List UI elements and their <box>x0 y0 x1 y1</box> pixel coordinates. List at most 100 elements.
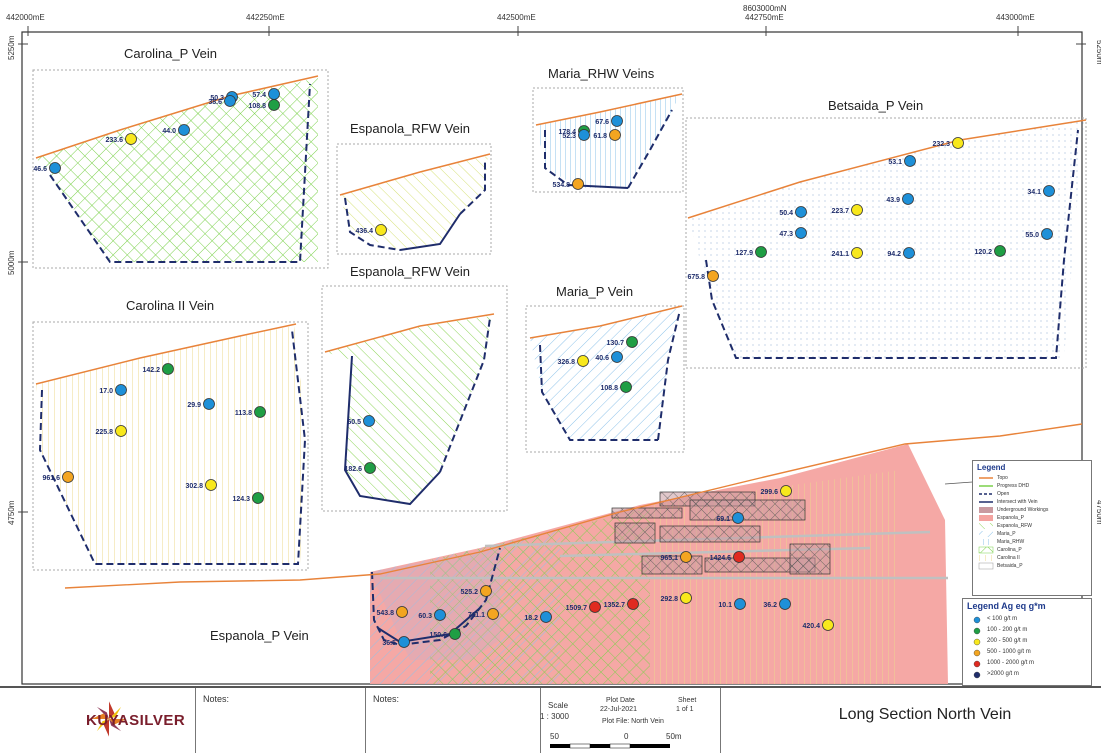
legend-item: Espanola_RFW <box>997 523 1033 529</box>
scale-label: Scale <box>548 701 569 710</box>
intercept-marker <box>952 137 964 149</box>
grade-legend-item: 500 - 1000 g/t m <box>987 649 1031 655</box>
sheet-label: Sheet <box>678 697 697 704</box>
intercept-marker <box>733 551 745 563</box>
northing-label: 8603000mN <box>743 4 787 13</box>
intercept-marker <box>578 129 590 141</box>
vein-title: Betsaida_P Vein <box>828 98 923 113</box>
scale-cell <box>540 688 721 753</box>
elevation-label-right: 5250m <box>1095 40 1101 65</box>
intercept-marker <box>707 270 719 282</box>
intercept-label: 225.8 <box>95 429 113 436</box>
intercept-marker <box>609 129 621 141</box>
intercept-marker <box>732 512 744 524</box>
intercept-marker <box>822 619 834 631</box>
intercept-marker <box>577 355 589 367</box>
drill-intercepts: 50.338.6 57.4 108.8 44.0 233.6 46.6 436.4 67.6 1… <box>33 88 1055 648</box>
intercept-label: 67.6 <box>595 119 609 126</box>
intercept-label: 182.6 <box>344 466 362 473</box>
intercept-marker <box>268 99 280 111</box>
scalebar-label: 50m <box>666 732 682 741</box>
legend-swatches <box>978 477 994 570</box>
intercept-marker <box>627 598 639 610</box>
grade-legend-panel: Legend Ag eq g*m < 100 g/t m 100 - 200 g… <box>962 598 1092 686</box>
intercept-label: 299.6 <box>760 489 778 496</box>
vein-title: Espanola_RFW Vein <box>350 121 470 136</box>
intercept-label: 124.3 <box>232 496 250 503</box>
intercept-marker <box>449 628 461 640</box>
intercept-marker <box>851 204 863 216</box>
carolina-ii-panel <box>32 321 309 571</box>
intercept-marker <box>680 551 692 563</box>
intercept-label: 178.4 <box>558 129 576 136</box>
intercept-label: 61.8 <box>593 133 607 140</box>
intercept-marker <box>115 425 127 437</box>
title-block: Notes: Notes: <box>0 686 1101 753</box>
intercept-marker <box>572 178 584 190</box>
intercept-label: 233.6 <box>105 137 123 144</box>
intercept-label: 40.6 <box>595 355 609 362</box>
intercept-label: 57.4 <box>252 92 266 99</box>
intercept-marker <box>734 598 746 610</box>
notes-label: Notes: <box>373 694 400 704</box>
easting-label: 442500mE <box>497 13 536 22</box>
intercept-marker <box>626 336 638 348</box>
intercept-marker <box>480 585 492 597</box>
intercept-marker <box>904 155 916 167</box>
intercept-label: 36.5 <box>382 640 396 647</box>
intercept-marker <box>375 224 387 236</box>
intercept-marker <box>125 133 137 145</box>
intercept-label: 29.9 <box>187 402 201 409</box>
intercept-label: 69.1 <box>716 516 730 523</box>
intercept-label: 292.8 <box>660 596 678 603</box>
legend-item: Open <box>997 491 1010 497</box>
intercept-label: 18.2 <box>524 615 538 622</box>
intercept-label: 34.1 <box>1027 189 1041 196</box>
scale-box: Scale 1 : 3000 Plot Date 22-Jul-2021 She… <box>538 696 718 750</box>
intercept-marker <box>903 247 915 259</box>
intercept-marker <box>611 351 623 363</box>
plot-date: 22-Jul-2021 <box>600 706 637 713</box>
intercept-marker <box>620 381 632 393</box>
intercept-label: 543.8 <box>376 610 394 617</box>
espanola-rfw-panel-upper <box>336 143 492 255</box>
legend-item: Betsaida_P <box>997 563 1023 569</box>
maria-p-panel <box>525 305 685 453</box>
legend-item: Topo <box>997 475 1008 481</box>
grade-legend-item: >2000 g/t m <box>987 671 1019 677</box>
intercept-label: 223.7 <box>831 208 849 215</box>
intercept-marker <box>434 609 446 621</box>
legend-item: Intersect with Vein <box>997 499 1038 505</box>
easting-label: 442750mE <box>745 13 784 22</box>
scale-value: 1 : 3000 <box>540 712 569 721</box>
intercept-label: 60.5 <box>347 419 361 426</box>
intercept-label: 1509.7 <box>566 605 588 612</box>
vein-title: Espanola_RFW Vein <box>350 264 470 279</box>
intercept-marker <box>398 636 410 648</box>
plot-date-label: Plot Date <box>606 697 635 704</box>
vein-title: Carolina II Vein <box>126 298 214 313</box>
grade-legend-title: Legend Ag eq g*m <box>967 601 1046 611</box>
intercept-marker <box>851 247 863 259</box>
intercept-label: 150.6 <box>429 632 447 639</box>
intercept-label: 326.8 <box>557 359 575 366</box>
intercept-marker <box>252 492 264 504</box>
legend-item: Carolina_P <box>997 547 1022 553</box>
intercept-label: 420.4 <box>802 623 820 630</box>
intercept-marker <box>115 384 127 396</box>
topo-line <box>64 423 1083 589</box>
intercept-label: 60.3 <box>418 613 432 620</box>
intercept-marker <box>205 479 217 491</box>
legend-item: Maria_P <box>997 531 1016 537</box>
intercept-label: 534.8 <box>552 182 570 189</box>
intercept-label: 961.6 <box>42 475 60 482</box>
intercept-label: 130.7 <box>606 340 624 347</box>
intercept-marker <box>162 363 174 375</box>
intercept-label: 436.4 <box>355 228 373 235</box>
legend-item: Progress DHD <box>997 483 1030 489</box>
legend-item: Carolina II <box>997 555 1020 561</box>
espanola-rfw-panel-lower <box>321 285 508 512</box>
company-name: KUYASILVER <box>86 712 186 729</box>
intercept-label: 36.2 <box>763 602 777 609</box>
intercept-label: 127.9 <box>735 250 753 257</box>
